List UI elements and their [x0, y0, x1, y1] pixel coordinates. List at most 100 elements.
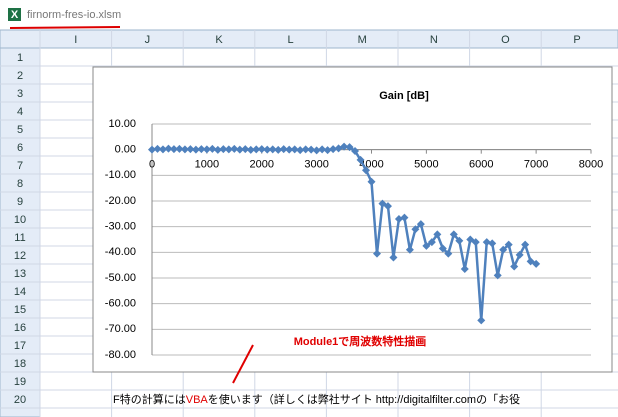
excel-icon: [8, 8, 21, 21]
column-header[interactable]: K: [215, 34, 223, 46]
data-point: [532, 259, 541, 268]
column-header-bar: [0, 29, 618, 49]
y-tick-label: -30.00: [105, 221, 136, 233]
cell-text: F特の計算にはVBAを使います（詳しくは弊社サイト http://digital…: [113, 392, 520, 406]
data-point: [444, 249, 453, 258]
row-header[interactable]: 1: [17, 52, 23, 64]
row-header[interactable]: 15: [14, 304, 26, 316]
data-point: [378, 199, 387, 208]
data-point: [383, 202, 392, 211]
data-point: [416, 220, 425, 229]
data-point: [411, 225, 420, 234]
data-point: [362, 166, 371, 175]
icon-glyph: X: [11, 9, 19, 21]
text-run: VBA: [186, 394, 209, 406]
data-point: [449, 230, 458, 239]
row-header[interactable]: 13: [14, 268, 26, 280]
row-header[interactable]: 10: [14, 214, 26, 226]
row-header[interactable]: 6: [17, 142, 23, 154]
data-point: [191, 145, 200, 154]
data-point: [219, 145, 228, 154]
text-run: を使います（詳しくは弊社サイト http://digitalfilter.com…: [208, 392, 520, 406]
data-point: [460, 265, 469, 274]
row-header[interactable]: 4: [17, 106, 23, 118]
data-point: [515, 250, 524, 259]
title-bar: [0, 0, 618, 30]
y-tick-label: -50.00: [105, 272, 136, 284]
row-header[interactable]: 14: [14, 286, 26, 298]
annotation-arrow: [232, 344, 254, 384]
column-header[interactable]: O: [501, 34, 510, 46]
underline: [9, 26, 121, 29]
data-point: [301, 145, 310, 154]
row-header[interactable]: 7: [17, 160, 23, 172]
data-point: [482, 238, 491, 247]
data-point: [488, 239, 497, 248]
x-tick-label: 1000: [195, 159, 219, 171]
data-point: [340, 142, 349, 151]
column-header[interactable]: P: [573, 34, 580, 46]
data-point: [510, 262, 519, 271]
data-point: [285, 145, 294, 154]
data-point: [526, 257, 535, 266]
data-point: [257, 145, 266, 154]
file-name[interactable]: firnorm-fres-io.xlsm: [27, 9, 121, 21]
row-header[interactable]: 12: [14, 250, 26, 262]
x-tick-label: 8000: [579, 159, 603, 171]
data-point: [427, 238, 436, 247]
data-point: [389, 253, 398, 262]
column-header[interactable]: L: [288, 34, 294, 46]
data-point: [246, 145, 255, 154]
row-header[interactable]: 2: [17, 70, 23, 82]
data-point: [323, 146, 332, 155]
row-header[interactable]: 8: [17, 178, 23, 190]
row-header[interactable]: 20: [14, 394, 26, 406]
y-tick-label: -40.00: [105, 246, 136, 258]
data-point: [208, 144, 217, 153]
data-point: [345, 143, 354, 152]
row-header[interactable]: 11: [14, 232, 25, 244]
row-header[interactable]: 17: [14, 340, 26, 352]
data-point: [158, 145, 167, 154]
data-point: [307, 145, 316, 154]
data-point: [268, 145, 277, 154]
data-point: [263, 145, 272, 154]
data-point: [180, 145, 189, 154]
data-point: [318, 145, 327, 154]
data-point: [252, 145, 261, 154]
row-header[interactable]: 5: [17, 124, 23, 136]
column-header[interactable]: J: [145, 34, 151, 46]
annotation: Module1で周波数特性描画: [294, 334, 427, 348]
y-tick-label: -20.00: [105, 195, 136, 207]
data-point: [296, 146, 305, 155]
y-tick-label: -70.00: [105, 323, 136, 335]
data-point: [186, 145, 195, 154]
data-point: [213, 145, 222, 154]
row-header[interactable]: 18: [14, 358, 26, 370]
data-point: [274, 145, 283, 154]
row-header[interactable]: 19: [14, 376, 26, 388]
y-tick-label: 10.00: [108, 118, 136, 130]
y-tick-label: 0.00: [115, 144, 136, 156]
data-point: [197, 145, 206, 154]
data-point: [169, 145, 178, 154]
row-header[interactable]: 9: [17, 196, 23, 208]
data-point: [493, 271, 502, 280]
y-tick-label: -60.00: [105, 298, 136, 310]
data-point: [230, 144, 239, 153]
data-point: [235, 145, 244, 154]
x-tick-label: 2000: [250, 159, 274, 171]
column-header[interactable]: M: [358, 34, 367, 46]
row-header[interactable]: 16: [14, 322, 26, 334]
data-point: [153, 144, 162, 153]
data-point: [367, 177, 376, 186]
data-point: [290, 145, 299, 154]
data-point: [433, 230, 442, 239]
data-point: [477, 316, 486, 325]
row-header[interactable]: 3: [17, 88, 23, 100]
x-tick-label: 6000: [469, 159, 493, 171]
column-header[interactable]: N: [430, 34, 438, 46]
data-point: [351, 146, 360, 155]
column-header[interactable]: I: [74, 34, 77, 46]
